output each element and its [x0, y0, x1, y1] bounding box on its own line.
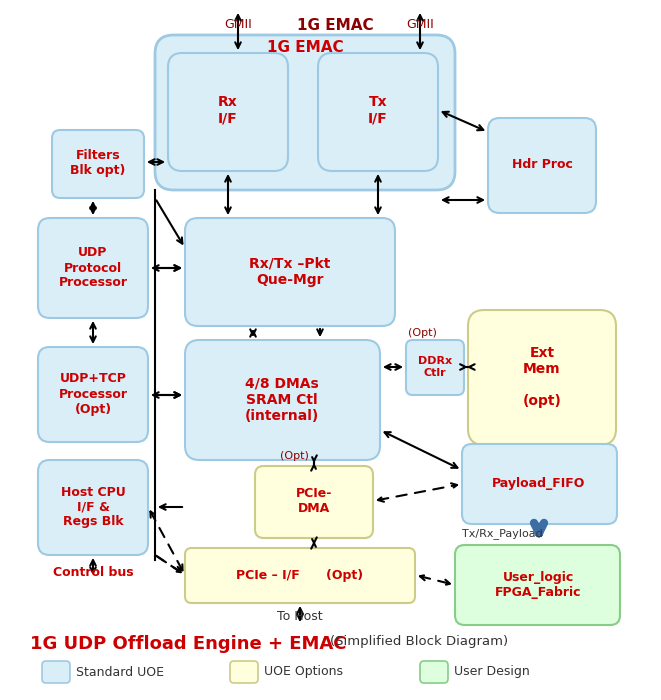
Text: GMII: GMII — [406, 18, 434, 32]
Text: (Opt): (Opt) — [280, 451, 309, 461]
Text: Payload_FIFO: Payload_FIFO — [492, 477, 586, 491]
Text: Standard UOE: Standard UOE — [76, 666, 164, 678]
Text: 1G UDP Offload Engine + EMAC: 1G UDP Offload Engine + EMAC — [30, 635, 346, 653]
Text: (Opt): (Opt) — [408, 328, 437, 338]
Text: UDP
Protocol
Processor: UDP Protocol Processor — [59, 246, 128, 290]
Text: Control bus: Control bus — [53, 566, 134, 578]
FancyBboxPatch shape — [255, 466, 373, 538]
Text: Hdr Proc: Hdr Proc — [512, 158, 572, 172]
FancyBboxPatch shape — [52, 130, 144, 198]
Text: Tx/Rx_Payload: Tx/Rx_Payload — [462, 528, 543, 540]
FancyBboxPatch shape — [468, 310, 616, 445]
Text: 1G EMAC: 1G EMAC — [266, 41, 343, 55]
FancyBboxPatch shape — [168, 53, 288, 171]
FancyBboxPatch shape — [455, 545, 620, 625]
FancyBboxPatch shape — [318, 53, 438, 171]
Text: UOE Options: UOE Options — [264, 666, 343, 678]
Text: DDRx
Ctlr: DDRx Ctlr — [418, 356, 452, 378]
FancyBboxPatch shape — [488, 118, 596, 213]
FancyBboxPatch shape — [42, 661, 70, 683]
Text: (Simplified Block Diagram): (Simplified Block Diagram) — [330, 635, 508, 648]
Text: User_logic
FPGA_Fabric: User_logic FPGA_Fabric — [494, 571, 581, 599]
FancyBboxPatch shape — [185, 340, 380, 460]
FancyBboxPatch shape — [185, 548, 415, 603]
Text: GMII: GMII — [224, 18, 252, 32]
FancyBboxPatch shape — [230, 661, 258, 683]
FancyBboxPatch shape — [185, 218, 395, 326]
FancyBboxPatch shape — [406, 340, 464, 395]
FancyBboxPatch shape — [155, 35, 455, 190]
Text: Host CPU
I/F &
Regs Blk: Host CPU I/F & Regs Blk — [61, 486, 126, 528]
Text: Tx
I/F: Tx I/F — [368, 95, 388, 125]
Text: Ext
Mem

(opt): Ext Mem (opt) — [523, 346, 561, 408]
Text: Rx
I/F: Rx I/F — [218, 95, 238, 125]
Text: UDP+TCP
Processor
(Opt): UDP+TCP Processor (Opt) — [59, 372, 128, 416]
Text: Filters
Blk opt): Filters Blk opt) — [70, 149, 126, 177]
FancyBboxPatch shape — [38, 218, 148, 318]
Text: PCIe – I/F      (Opt): PCIe – I/F (Opt) — [237, 568, 364, 582]
FancyBboxPatch shape — [38, 347, 148, 442]
FancyBboxPatch shape — [38, 460, 148, 555]
Text: User Design: User Design — [454, 666, 529, 678]
Text: 4/8 DMAs
SRAM Ctl
(internal): 4/8 DMAs SRAM Ctl (internal) — [245, 377, 319, 424]
FancyBboxPatch shape — [462, 444, 617, 524]
Text: Rx/Tx –Pkt
Que-Mgr: Rx/Tx –Pkt Que-Mgr — [249, 257, 330, 287]
FancyBboxPatch shape — [420, 661, 448, 683]
Text: To Host: To Host — [277, 610, 323, 622]
Text: PCIe-
DMA: PCIe- DMA — [296, 487, 332, 515]
Text: 1G EMAC: 1G EMAC — [297, 18, 373, 32]
